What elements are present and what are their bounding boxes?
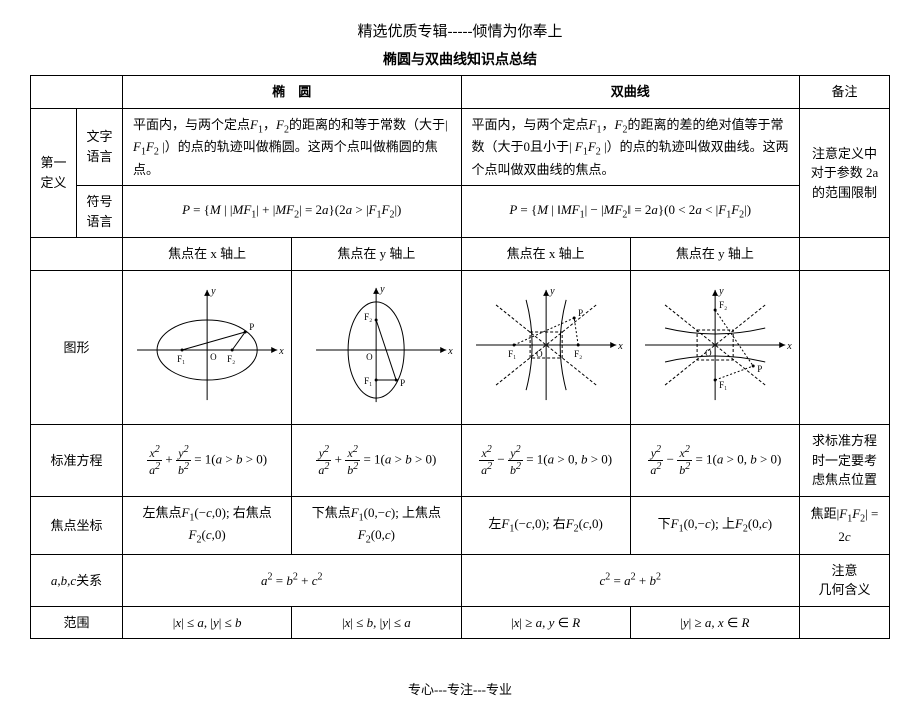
def-hyperbola-text: 平面内，与两个定点F1，F2的距离的差的绝对值等于常数（大于0且小于| F1F2…	[461, 108, 800, 186]
svg-text:x: x	[447, 346, 453, 357]
range-hy: |y| ≥ a, x ∈ R	[630, 606, 799, 639]
subhdr-ex: 焦点在 x 轴上	[123, 238, 292, 271]
svg-text:P: P	[578, 308, 583, 318]
svg-text:x: x	[617, 341, 623, 352]
svg-text:y: y	[210, 286, 216, 297]
svg-text:x: x	[278, 346, 284, 357]
eq-hy: y2a2 − x2b2 = 1(a > 0, b > 0)	[630, 425, 799, 497]
svg-text:O: O	[536, 349, 543, 359]
row-biaozhun: 标准方程	[31, 425, 123, 497]
symbol-hyperbola: P = {M | ‖MF1| − |MF2‖ = 2a}(0 < 2a < |F…	[461, 186, 800, 238]
header-remark: 备注	[800, 76, 890, 109]
page-subtitle: 椭圆与双曲线知识点总结	[30, 49, 890, 69]
focus-remark: 焦距|F1F2| = 2c	[800, 496, 890, 554]
svg-text:F₂: F₂	[364, 312, 372, 322]
abc-hyperbola: c2 = a2 + b2	[461, 554, 800, 606]
abc-remark: 注意 几何含义	[800, 554, 890, 606]
svg-text:x: x	[786, 341, 792, 352]
svg-text:F₂: F₂	[719, 300, 727, 310]
row-wenzi: 文字 语言	[77, 108, 123, 186]
svg-text:y: y	[549, 286, 555, 297]
svg-text:F₁: F₁	[177, 354, 185, 364]
range-hx: |x| ≥ a, y ∈ R	[461, 606, 630, 639]
row-tuxing: 图形	[31, 270, 123, 425]
svg-text:y: y	[379, 284, 385, 295]
svg-text:F₂: F₂	[574, 349, 582, 359]
subhdr-hx: 焦点在 x 轴上	[461, 238, 630, 271]
header-ellipse: 椭 圆	[123, 76, 462, 109]
focus-hx: 左F1(−c,0); 右F2(c,0)	[461, 496, 630, 554]
header-hyperbola: 双曲线	[461, 76, 800, 109]
fig-ellipse-x: x y F₁ F₂ O P	[123, 270, 292, 425]
svg-text:O: O	[705, 348, 712, 358]
svg-text:O: O	[210, 352, 217, 362]
eq-ex: x2a2 + y2b2 = 1(a > b > 0)	[123, 425, 292, 497]
eq-hx: x2a2 − y2b2 = 1(a > 0, b > 0)	[461, 425, 630, 497]
focus-hy: 下F1(0,−c); 上F2(0,c)	[630, 496, 799, 554]
def-remark: 注意定义中对于参数 2a 的范围限制	[800, 108, 890, 238]
row-fanwei: 范围	[31, 606, 123, 639]
svg-text:O: O	[366, 352, 373, 362]
eq-ey: y2a2 + x2b2 = 1(a > b > 0)	[292, 425, 461, 497]
subhdr-hy: 焦点在 y 轴上	[630, 238, 799, 271]
fig-hyperbola-x: x y F₁ F₂ O P	[461, 270, 630, 425]
svg-text:F₂: F₂	[227, 354, 235, 364]
svg-text:F₁: F₁	[364, 376, 372, 386]
focus-ey: 下焦点F1(0,−c); 上焦点F2(0,c)	[292, 496, 461, 554]
abc-ellipse: a2 = b2 + c2	[123, 554, 462, 606]
subhdr-ey: 焦点在 y 轴上	[292, 238, 461, 271]
svg-text:P: P	[757, 364, 762, 374]
svg-text:y: y	[718, 286, 724, 297]
fig-ellipse-y: x y F₂ F₁ O P	[292, 270, 461, 425]
range-ey: |x| ≤ b, |y| ≤ a	[292, 606, 461, 639]
def-ellipse-text: 平面内，与两个定点F1，F2的距离的和等于常数（大于| F1F2 |）的点的轨迹…	[123, 108, 462, 186]
summary-table: 椭 圆 双曲线 备注 第一 定义 文字 语言 平面内，与两个定点F1，F2的距离…	[30, 75, 890, 639]
symbol-ellipse: P = {M | |MF1| + |MF2| = 2a}(2a > |F1F2|…	[123, 186, 462, 238]
row-def1: 第一 定义	[31, 108, 77, 238]
page-footer: 专心---专注---专业	[30, 679, 890, 698]
row-fuhao: 符号 语言	[77, 186, 123, 238]
svg-text:P: P	[249, 322, 254, 332]
focus-ex: 左焦点F1(−c,0); 右焦点F2(c,0)	[123, 496, 292, 554]
eq-remark: 求标准方程时一定要考虑焦点位置	[800, 425, 890, 497]
page-title: 精选优质专辑-----倾情为你奉上	[30, 20, 890, 41]
svg-text:P: P	[400, 378, 405, 388]
fig-hyperbola-y: x y F₂ F₁ O P	[630, 270, 799, 425]
svg-text:F₁: F₁	[508, 349, 516, 359]
row-jiaodian: 焦点坐标	[31, 496, 123, 554]
row-abc: a,b,c关系	[31, 554, 123, 606]
svg-text:F₁: F₁	[719, 380, 727, 390]
range-ex: |x| ≤ a, |y| ≤ b	[123, 606, 292, 639]
